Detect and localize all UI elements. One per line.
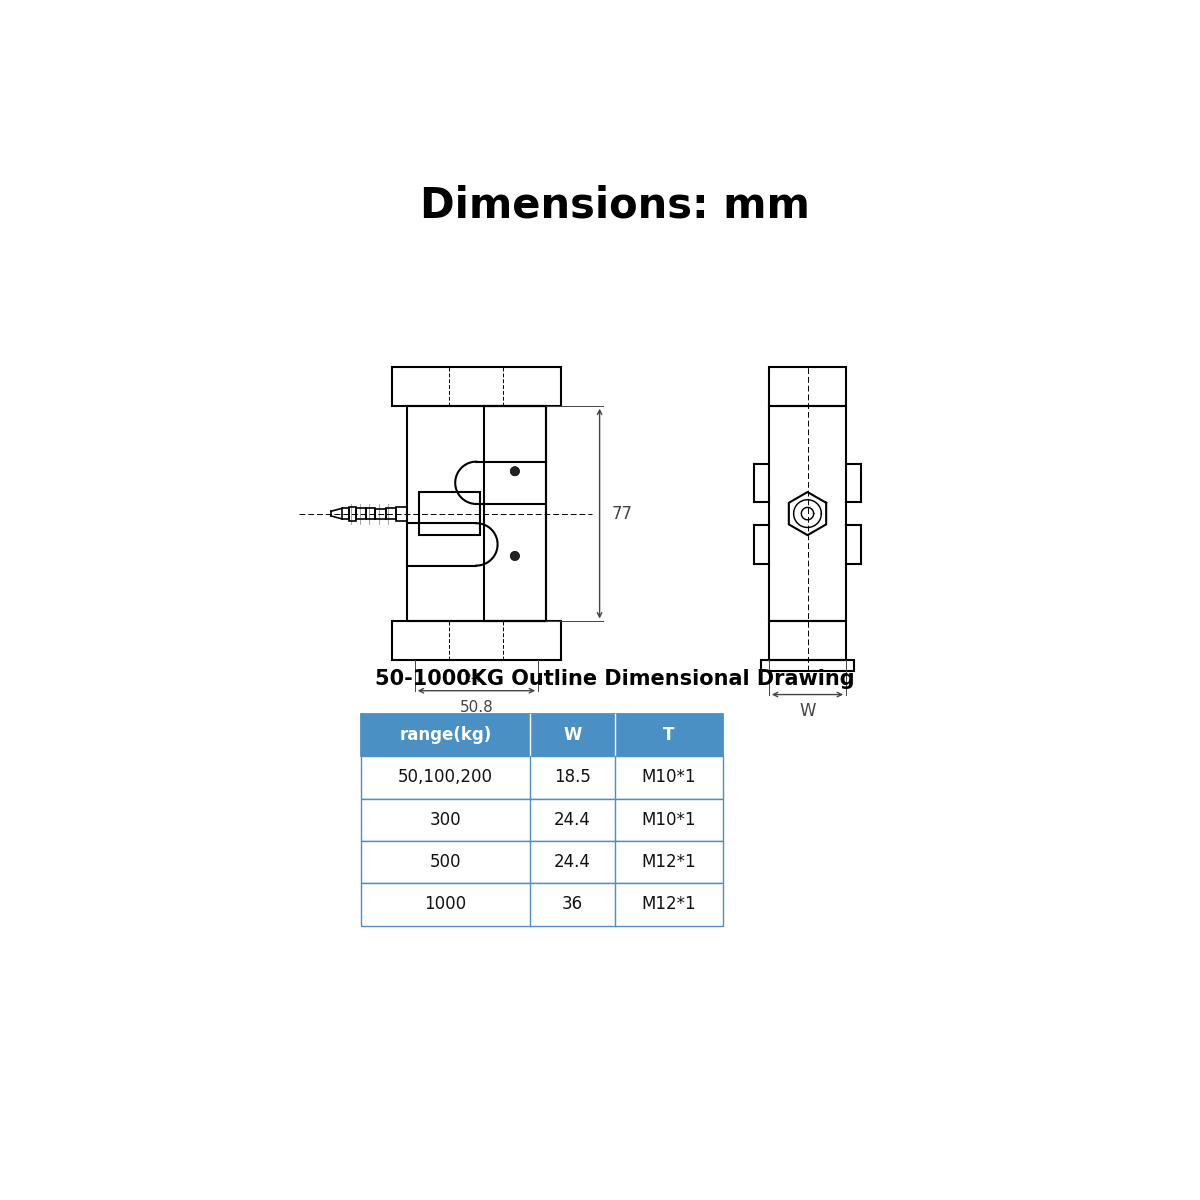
Text: 24.4: 24.4 xyxy=(554,811,592,829)
Bar xyxy=(419,492,480,535)
Bar xyxy=(391,622,562,660)
Bar xyxy=(484,406,546,622)
Bar xyxy=(769,406,846,622)
Text: M12*1: M12*1 xyxy=(642,895,696,913)
Text: 2-T: 2-T xyxy=(463,672,482,684)
Bar xyxy=(761,660,853,672)
Bar xyxy=(348,506,356,521)
Text: W: W xyxy=(799,702,816,720)
Text: M12*1: M12*1 xyxy=(642,853,696,871)
Text: 500: 500 xyxy=(430,853,461,871)
Circle shape xyxy=(510,551,520,560)
Text: Dimensions: mm: Dimensions: mm xyxy=(420,185,810,227)
Text: range(kg): range(kg) xyxy=(400,726,492,744)
Text: 1000: 1000 xyxy=(425,895,467,913)
Bar xyxy=(342,508,348,520)
Text: T: T xyxy=(664,726,674,744)
Bar xyxy=(374,509,386,518)
Bar xyxy=(769,367,846,406)
Text: 18.5: 18.5 xyxy=(554,768,592,786)
Text: 300: 300 xyxy=(430,811,462,829)
Bar xyxy=(356,508,366,520)
Text: W: W xyxy=(564,726,582,744)
Circle shape xyxy=(510,467,520,476)
Bar xyxy=(407,406,546,622)
Text: 50,100,200: 50,100,200 xyxy=(398,768,493,786)
Bar xyxy=(361,841,722,883)
Text: 77: 77 xyxy=(611,504,632,523)
Text: 50-1000KG Outline Dimensional Drawing: 50-1000KG Outline Dimensional Drawing xyxy=(376,670,854,689)
Bar xyxy=(361,883,722,925)
Bar xyxy=(396,506,407,521)
Text: 50.8: 50.8 xyxy=(460,700,493,715)
Text: M10*1: M10*1 xyxy=(642,811,696,829)
Bar xyxy=(361,756,722,798)
Text: 24.4: 24.4 xyxy=(554,853,592,871)
Bar xyxy=(366,508,374,520)
Bar xyxy=(391,367,562,406)
Bar xyxy=(361,798,722,841)
Text: M10*1: M10*1 xyxy=(642,768,696,786)
Bar xyxy=(769,622,846,660)
Bar xyxy=(386,508,396,520)
Bar xyxy=(361,714,722,756)
Text: 36: 36 xyxy=(562,895,583,913)
